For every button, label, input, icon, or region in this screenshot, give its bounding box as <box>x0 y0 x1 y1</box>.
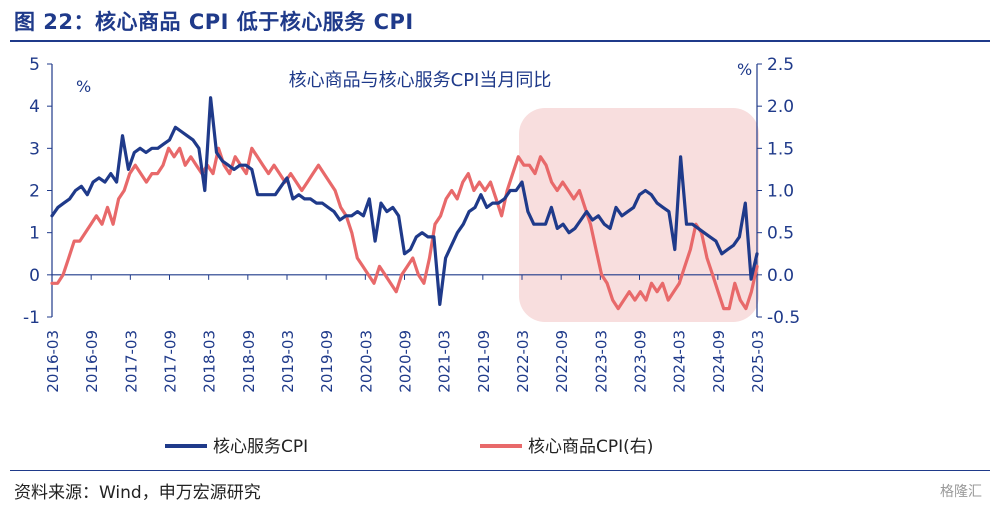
x-axis-tick-label: 2023-03 <box>592 330 610 393</box>
x-axis-tick-label: 2019-09 <box>318 330 336 393</box>
line-chart: -1 0 1 2 3 4 5 -0.5 0.0 0.5 1.0 1.5 2.0 2.5 2016-03 201… <box>23 55 800 457</box>
left-axis-tick-label: -1 <box>23 308 40 328</box>
left-axis-tick-label: 5 <box>29 55 40 75</box>
right-axis-tick-label: 0.5 <box>767 224 794 244</box>
x-axis-tick-label: 2018-09 <box>240 330 258 393</box>
x-axis-tick-label: 2017-03 <box>122 330 140 393</box>
left-axis-tick-label: 4 <box>29 97 40 117</box>
figure-title: 图 22：核心商品 CPI 低于核心服务 CPI <box>14 10 414 34</box>
legend-label: 核心服务CPI <box>213 437 308 457</box>
left-axis-unit: % <box>76 77 91 96</box>
chart-title: 核心商品与核心服务CPI当月同比 <box>289 70 552 91</box>
highlight-region <box>519 108 759 322</box>
x-axis-tick-label: 2022-03 <box>514 330 532 393</box>
x-axis-tick-label: 2020-03 <box>357 330 375 393</box>
x-axis-tick-label: 2020-09 <box>397 330 415 393</box>
right-axis-tick-label: 1.0 <box>767 182 794 202</box>
x-axis-tick-label: 2022-09 <box>553 330 571 393</box>
x-axis-tick-label: 2017-09 <box>162 330 180 393</box>
right-axis-tick-label: 0.0 <box>767 266 794 286</box>
right-axis-tick-label: 2.0 <box>767 97 794 117</box>
x-axis-tick-label: 2016-03 <box>44 330 62 393</box>
right-axis-tick-label: 2.5 <box>767 55 794 75</box>
right-axis-tick-label: 1.5 <box>767 139 794 159</box>
left-axis-tick-label: 2 <box>29 182 40 202</box>
source-note: 资料来源：Wind，申万宏源研究 <box>14 483 261 503</box>
series-line-core-goods <box>50 146 759 311</box>
source-rule <box>10 470 990 471</box>
x-axis-tick-label: 2024-03 <box>671 330 689 393</box>
x-axis-tick-label: 2023-09 <box>632 330 650 393</box>
left-axis-tick-label: 3 <box>29 139 40 159</box>
left-axis-tick-label: 1 <box>29 224 40 244</box>
series-line-core-services <box>50 96 759 306</box>
x-axis-tick-label: 2016-09 <box>83 330 101 393</box>
x-axis-tick-label: 2024-09 <box>710 330 728 393</box>
legend-label: 核心商品CPI(右) <box>528 437 653 457</box>
left-axis-tick-label: 0 <box>29 266 40 286</box>
right-axis-tick-label: -0.5 <box>767 308 800 328</box>
x-axis-tick-label: 2019-03 <box>279 330 297 393</box>
title-rule <box>10 40 990 42</box>
x-axis-tick-label: 2021-03 <box>436 330 454 393</box>
right-axis-unit: % <box>737 60 752 79</box>
x-axis-tick-label: 2025-03 <box>749 330 767 393</box>
x-axis-tick-label: 2018-03 <box>201 330 219 393</box>
watermark-logo: 格隆汇 <box>940 484 982 500</box>
x-axis-tick-label: 2021-09 <box>475 330 493 393</box>
